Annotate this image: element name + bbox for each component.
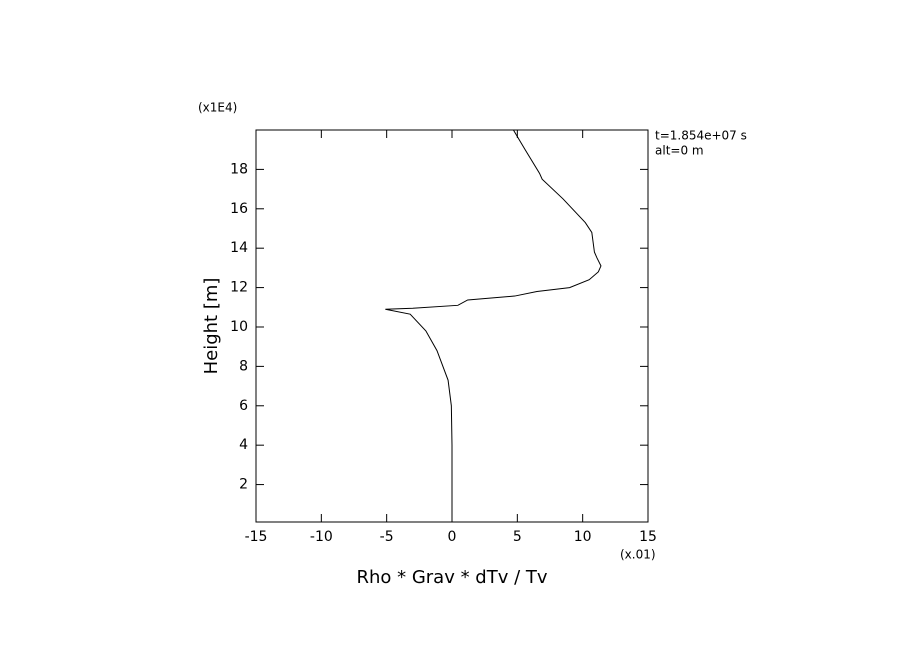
x-tick-label: 15 [639,529,657,545]
annotation: t=1.854e+07 s [655,129,747,143]
y-tick-label: 6 [239,398,248,414]
y-tick-label: 4 [239,437,248,453]
x-multiplier: (x.01) [620,548,656,562]
y-tick-label: 12 [230,280,248,296]
data-line [385,129,602,521]
x-tick-label: 10 [574,529,592,545]
x-tick-label: -10 [310,529,333,545]
x-tick-label: -5 [380,529,394,545]
y-tick-label: 16 [230,201,248,217]
y-tick-label: 2 [239,477,248,493]
y-tick-label: 8 [239,358,248,374]
y-axis-label: Height [m] [201,278,222,375]
y-tick-label: 10 [230,319,248,335]
annotation: alt=0 m [655,144,704,158]
y-multiplier: (x1E4) [198,101,237,115]
x-tick-label: -15 [245,529,268,545]
y-tick-label: 18 [230,161,248,177]
x-tick-label: 0 [448,529,457,545]
x-tick-label: 5 [513,529,522,545]
y-tick-label: 14 [230,240,248,256]
x-axis-label: Rho * Grav * dTv / Tv [356,567,547,588]
